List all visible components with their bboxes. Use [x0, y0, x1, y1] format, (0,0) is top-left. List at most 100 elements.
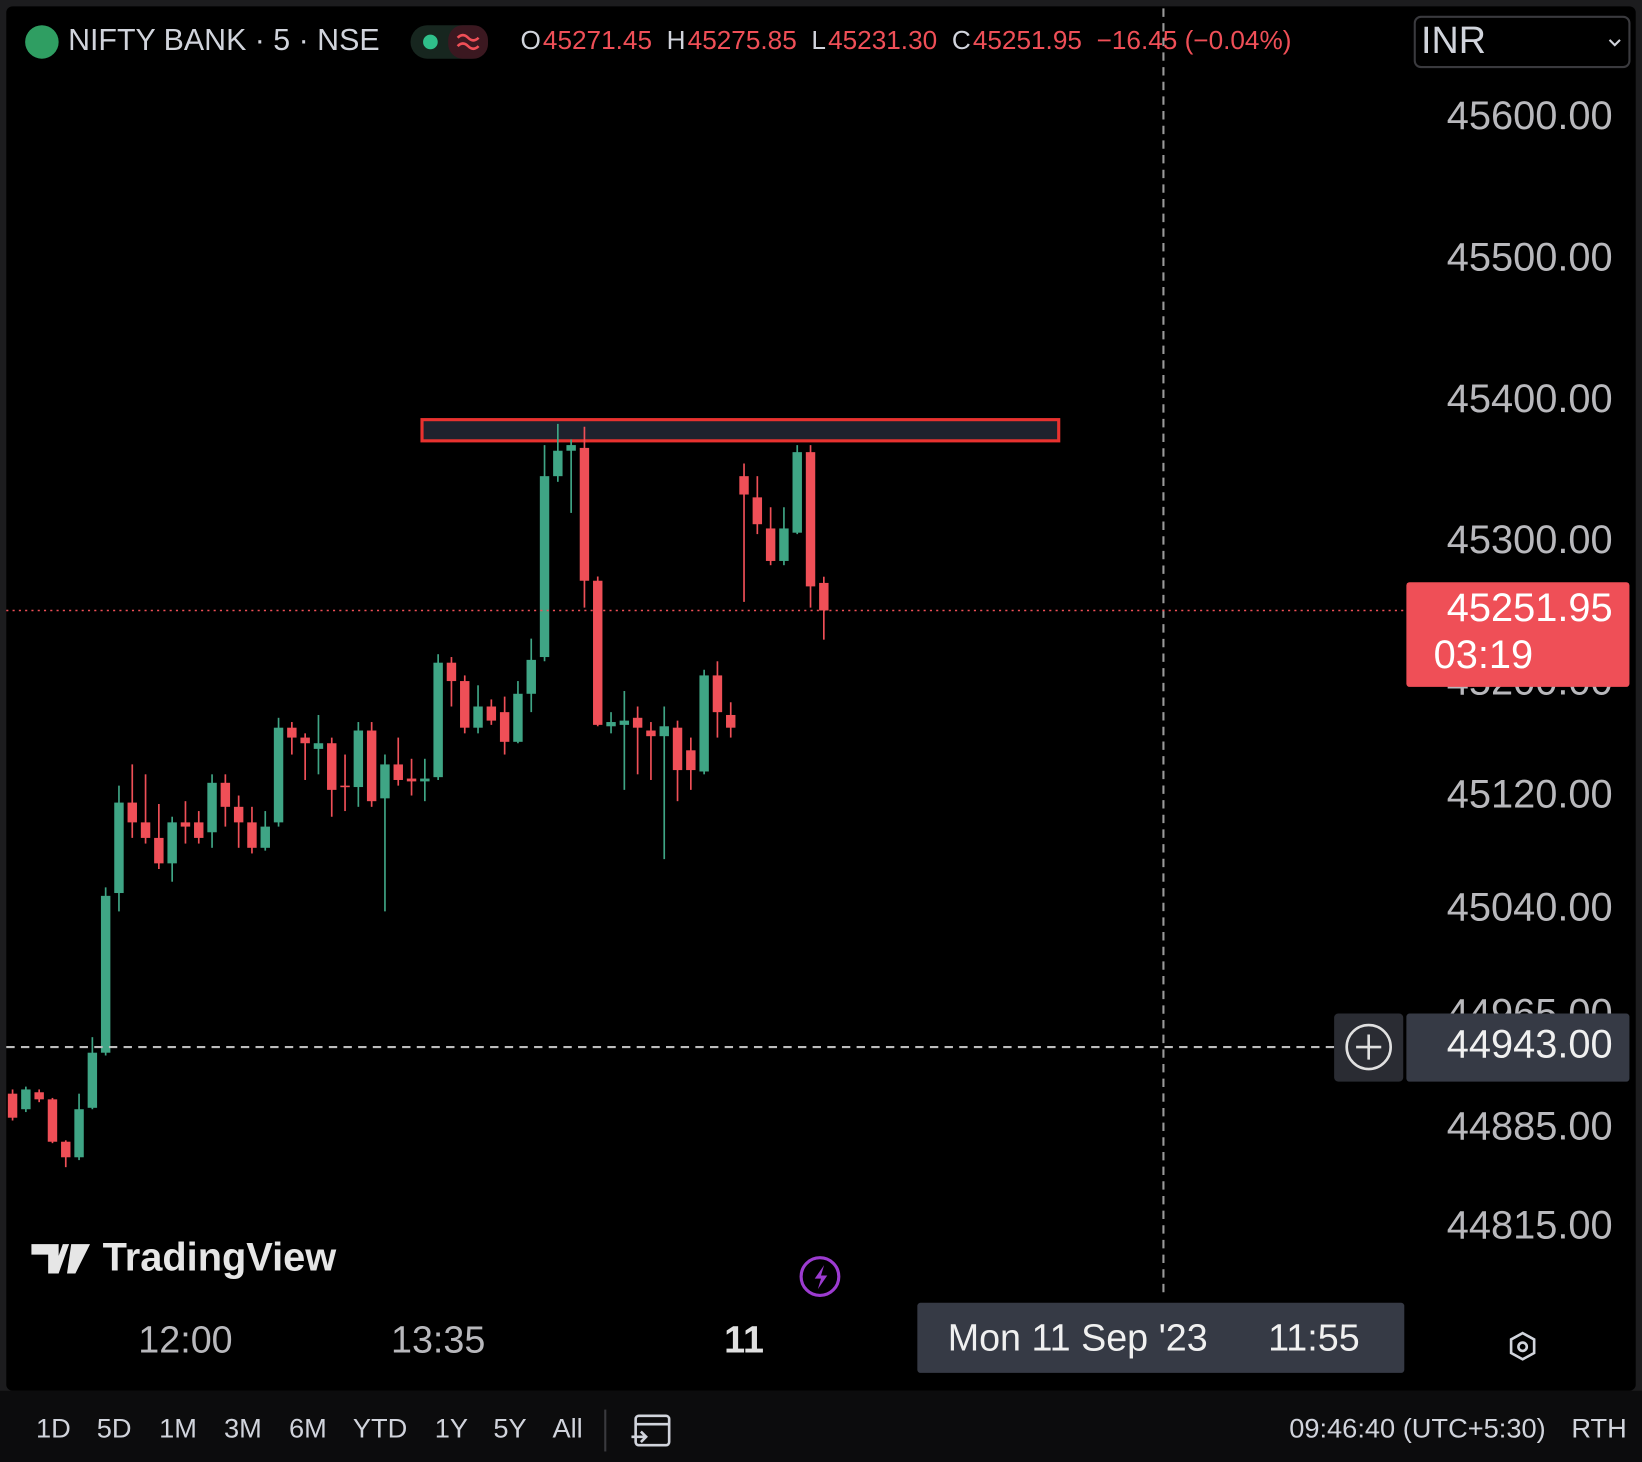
currency[interactable]: INR — [1421, 19, 1486, 61]
candle-body — [433, 662, 443, 778]
countdown: 03:19 — [1434, 633, 1534, 677]
status-icon — [456, 33, 480, 51]
candle-body — [499, 712, 510, 742]
range-button[interactable]: 5D — [97, 1413, 132, 1444]
range-button[interactable]: YTD — [353, 1413, 407, 1444]
candle-body — [539, 476, 550, 658]
candle-body — [699, 675, 709, 772]
candle-body — [327, 743, 337, 790]
candle-body — [686, 750, 696, 771]
candle-body — [672, 727, 683, 771]
candle-body — [100, 895, 111, 1053]
candle-body — [380, 764, 390, 799]
candle-body — [247, 822, 257, 848]
candle-body — [87, 1052, 98, 1108]
x-tick-label: 12:00 — [138, 1319, 232, 1361]
legend-label: O — [520, 25, 540, 55]
candle-body — [74, 1109, 84, 1158]
candle-body — [127, 802, 137, 823]
legend-value: 45251.95 — [973, 25, 1082, 55]
candle-body — [393, 764, 403, 780]
crosshair-time: 11:55 — [1268, 1316, 1360, 1358]
crosshair-price-label: 44943.00 — [1447, 1023, 1613, 1067]
change: −16.45 (−0.04%) — [1097, 25, 1292, 55]
candle-body — [340, 785, 350, 788]
status-pill-red — [448, 25, 488, 59]
candle-body — [473, 706, 483, 728]
legend-value: 45275.85 — [688, 25, 797, 55]
candle-body — [486, 706, 497, 721]
candle-body — [313, 743, 324, 749]
x-tick-label: 13:35 — [391, 1319, 485, 1361]
candle-body — [154, 837, 164, 864]
lightning-glyph — [814, 1265, 828, 1290]
candle-body — [513, 693, 523, 742]
crosshair-time-box — [917, 1302, 1405, 1373]
y-tick-label: 44815.00 — [1447, 1203, 1613, 1247]
candle-body — [726, 714, 736, 728]
candle-body — [207, 782, 217, 833]
candle-body — [273, 727, 284, 823]
candle-body — [632, 717, 643, 728]
clock[interactable]: 09:46:40 (UTC+5:30) — [1289, 1413, 1545, 1444]
range-button[interactable]: 6M — [289, 1413, 327, 1444]
y-tick-label: 45500.00 — [1447, 235, 1613, 279]
current-price-label: 45251.95 — [1447, 586, 1613, 630]
settings-icon[interactable] — [1509, 1331, 1536, 1361]
x-tick-label: 11 — [724, 1319, 764, 1361]
y-tick-label: 45600.00 — [1447, 94, 1613, 138]
currency-chevron — [1608, 39, 1621, 47]
candle-body — [140, 822, 151, 838]
range-button[interactable]: 1Y — [435, 1413, 468, 1444]
range-button[interactable]: 5Y — [493, 1413, 526, 1444]
y-tick-label: 45400.00 — [1447, 377, 1613, 421]
add-alert-plus — [1356, 1034, 1382, 1060]
candle-body — [34, 1092, 44, 1100]
candle-body — [805, 452, 816, 587]
crosshair-price-box — [1406, 1013, 1630, 1082]
symbol: NIFTY BANK · 5 · NSE — [68, 24, 380, 57]
candle-body — [61, 1141, 71, 1158]
lightning-icon[interactable] — [799, 1256, 841, 1298]
crosshair-date: Mon 11 Sep '23 — [948, 1316, 1208, 1358]
candle-body — [446, 662, 457, 682]
legend-label: C — [952, 25, 971, 55]
add-alert-icon[interactable] — [1345, 1023, 1392, 1071]
range-button[interactable]: All — [552, 1413, 582, 1444]
range-button[interactable]: 1M — [159, 1413, 197, 1444]
currency-box[interactable] — [1413, 15, 1631, 69]
candle-body — [765, 528, 776, 561]
candle-body — [646, 730, 656, 737]
candle-body — [366, 730, 377, 802]
bottom-bar — [0, 1390, 1642, 1462]
candle-body — [606, 722, 616, 727]
y-tick-label: 45040.00 — [1447, 885, 1613, 929]
candle-body — [420, 778, 430, 782]
logo-icon — [31, 1244, 91, 1274]
candle-body — [593, 580, 603, 725]
candle-body — [619, 720, 630, 725]
candle-body — [194, 822, 204, 838]
candle-body — [526, 659, 536, 694]
session[interactable]: RTH — [1571, 1413, 1626, 1444]
current-price-box — [1406, 582, 1630, 687]
y-tick-label: 45300.00 — [1447, 518, 1613, 562]
candle-body — [659, 726, 669, 737]
candle-body — [406, 778, 417, 782]
candle-body — [739, 476, 749, 495]
candle-body — [21, 1089, 31, 1110]
range-button[interactable]: 3M — [224, 1413, 262, 1444]
candle-body — [819, 582, 829, 611]
texts: NIFTY BANK · 5 · NSE INR TradingView Mon… — [25, 15, 1631, 1452]
watermark: TradingView — [103, 1235, 338, 1279]
range-button[interactable]: 1D — [36, 1413, 71, 1444]
candle-body — [566, 445, 576, 451]
legend-label: H — [667, 25, 686, 55]
y-tick-label: 44885.00 — [1447, 1105, 1613, 1149]
legend-value: 45271.45 — [543, 25, 652, 55]
candle-body — [553, 450, 563, 477]
y-tick-label: 45120.00 — [1447, 772, 1613, 816]
candle-body — [167, 822, 177, 864]
calendar-icon[interactable] — [631, 1414, 671, 1447]
